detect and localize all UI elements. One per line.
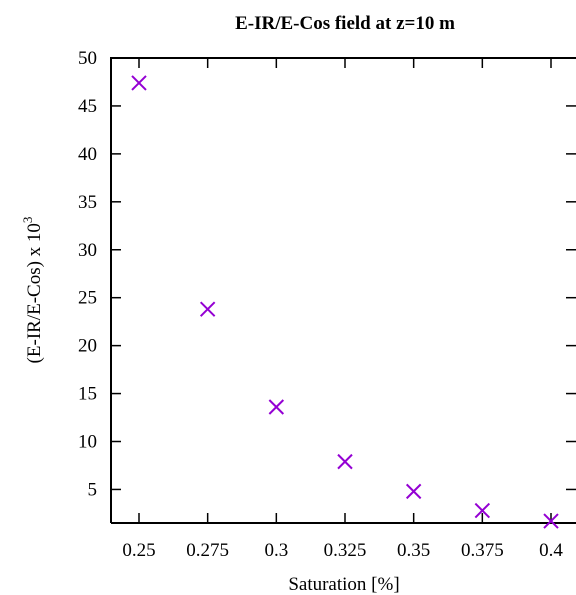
y-tick-label: 50 <box>78 48 97 69</box>
axis-ticks: 0.25 0.275 0.3 0.325 0.35 0.375 0.4 5 10 15 20 25 30… <box>78 48 576 561</box>
data-point <box>268 399 285 415</box>
y-tick-label: 45 <box>78 96 97 117</box>
y-tick-label: 25 <box>78 288 97 309</box>
y-tick-label: 10 <box>78 432 97 453</box>
data-point <box>543 513 559 529</box>
x-tick-label: 0.275 <box>186 540 229 561</box>
y-axis-label: (E-IR/E-Cos) x 103 <box>20 217 45 364</box>
y-tick-label: 40 <box>78 144 97 165</box>
x-tick-label: 0.325 <box>324 540 367 561</box>
x-axis-label: Saturation [%] <box>288 574 399 595</box>
y-axis-label-text: (E-IR/E-Cos) x 10 <box>24 223 45 363</box>
x-tick-label: 0.35 <box>397 540 430 561</box>
data-point <box>474 502 491 519</box>
plot-frame <box>110 57 576 524</box>
data-point <box>199 301 216 317</box>
y-tick-label: 15 <box>78 384 97 405</box>
y-axis-label-exponent: 3 <box>20 217 35 224</box>
x-tick-label: 0.375 <box>461 540 504 561</box>
x-tick-label: 0.3 <box>264 540 288 561</box>
data-point <box>337 453 353 470</box>
x-tick-label: 0.4 <box>539 540 563 561</box>
data-point <box>405 483 422 500</box>
y-tick-label: 30 <box>78 240 97 261</box>
y-tick-label: 20 <box>78 336 97 357</box>
data-points <box>131 75 559 529</box>
plot-frame-lines <box>110 57 576 524</box>
y-tick-label: 35 <box>78 192 97 213</box>
chart-title: E-IR/E-Cos field at z=10 m <box>235 13 455 34</box>
x-tick-label: 0.25 <box>122 540 155 561</box>
data-point <box>131 75 147 91</box>
y-tick-label: 5 <box>88 479 98 500</box>
